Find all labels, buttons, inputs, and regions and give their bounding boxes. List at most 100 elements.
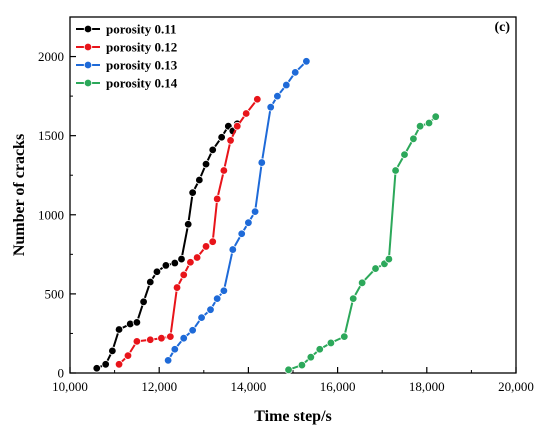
data-point [357,278,367,288]
data-point [297,360,307,370]
legend-label: porosity 0.13 [106,58,178,73]
data-point [241,109,251,118]
y-axis: 0 500 1000 1500 2000 [38,16,76,381]
data-point [250,207,260,216]
data-point [186,258,195,267]
series-2 [114,95,262,369]
data-point [101,360,110,369]
data-point [415,121,425,131]
data-point [188,326,197,335]
data-point [132,337,142,346]
data-point [233,121,242,131]
legend-marker [83,24,93,34]
y-tick-label: 2000 [38,49,64,64]
data-point [266,102,275,112]
data-point [188,188,197,197]
data-point [177,254,186,264]
data-point [132,318,142,327]
data-point [123,351,133,360]
y-tick-label: 500 [45,286,65,301]
data-point [152,267,162,276]
data-point [166,332,175,341]
data-point [179,333,188,343]
data-point [179,270,188,280]
data-point [170,258,180,268]
series-1 [92,119,242,373]
data-point [201,159,211,169]
data-point [340,332,349,341]
data-point [157,333,166,343]
panel-label: (c) [494,20,510,35]
data-point [391,166,400,175]
data-point [306,352,316,362]
legend-marker [83,60,93,70]
data-point [244,218,253,227]
data-point [212,194,222,204]
data-point [212,294,222,303]
x-tick-label: 12,000 [141,379,177,394]
data-point [237,229,246,238]
data-point [108,346,117,356]
legend: porosity 0.11 porosity 0.12 porosity 0.13 p… [76,22,178,91]
data-point [139,297,148,306]
data-point [302,57,311,66]
data-point [400,150,409,159]
data-point [257,158,266,167]
data-point [273,91,282,101]
data-point [326,338,336,348]
data-point [409,134,418,144]
legend-label: porosity 0.11 [106,22,177,37]
data-point [384,254,394,264]
data-point [226,136,235,145]
data-point [217,133,226,142]
y-tick-label: 1500 [38,128,64,143]
data-point [195,175,204,185]
x-tick-label: 18,000 [409,379,445,394]
data-point [201,242,211,251]
data-point [284,365,293,375]
data-point [183,220,193,229]
data-point [172,283,182,292]
data-point [371,264,380,273]
data-point [431,112,440,121]
x-tick-label: 14,000 [231,379,267,394]
legend-marker [83,42,93,52]
x-tick-label: 20,000 [498,379,534,394]
data-point [253,95,262,104]
data-point [146,335,155,344]
data-point [92,364,101,373]
data-point [208,145,217,155]
data-point [291,68,300,77]
data-point [208,237,217,246]
x-tick-label: 10,000 [52,379,88,394]
data-point [315,345,324,354]
legend-label: porosity 0.12 [106,40,177,55]
data-point [170,345,180,354]
data-point [219,286,229,295]
data-point [206,305,215,314]
data-point [161,261,171,270]
y-axis-title: Number of cracks [11,134,28,256]
data-point [114,325,124,334]
x-axis: 10,000 12,000 14,000 16,000 18,000 20,000 [52,367,534,394]
data-point [146,277,155,287]
data-point [192,253,202,262]
y-tick-label: 0 [58,366,65,381]
series-layer [92,57,440,375]
data-point [282,80,291,90]
legend-marker [83,78,93,88]
data-point [219,166,229,175]
series-line [167,60,308,361]
y-tick-label: 1000 [38,207,64,222]
data-point [424,118,434,128]
data-point [349,294,358,303]
x-tick-label: 16,000 [320,379,356,394]
series-line [288,115,437,371]
data-point [228,245,237,254]
legend-label: porosity 0.14 [106,76,178,91]
data-point [163,356,173,365]
series-3 [163,57,311,365]
data-point [197,313,206,322]
x-axis-title: Time step/s [254,408,331,425]
